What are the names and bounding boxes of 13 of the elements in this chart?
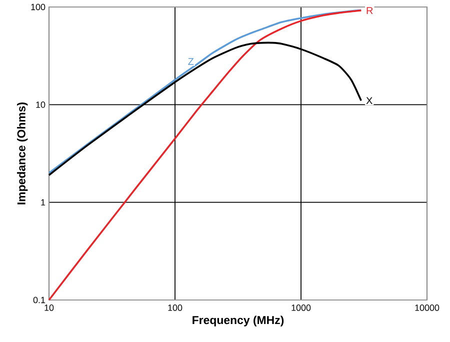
- series-label: X: [366, 97, 372, 104]
- x-tick-label: 1000: [292, 304, 311, 311]
- y-tick-label: 0.1: [33, 296, 46, 304]
- y-axis-title: Impedance (Ohms): [17, 102, 28, 204]
- y-tick-label: 1: [41, 199, 46, 206]
- series-label: Z: [188, 58, 194, 65]
- x-axis-title: Frequency (MHz): [192, 316, 284, 326]
- y-tick-label: 10: [36, 101, 46, 108]
- x-tick-label: 10000: [415, 304, 440, 311]
- y-tick-label: 100: [31, 4, 46, 10]
- x-tick-label: 10: [44, 304, 54, 311]
- series-label: R: [366, 7, 373, 14]
- x-tick-label: 100: [168, 304, 182, 311]
